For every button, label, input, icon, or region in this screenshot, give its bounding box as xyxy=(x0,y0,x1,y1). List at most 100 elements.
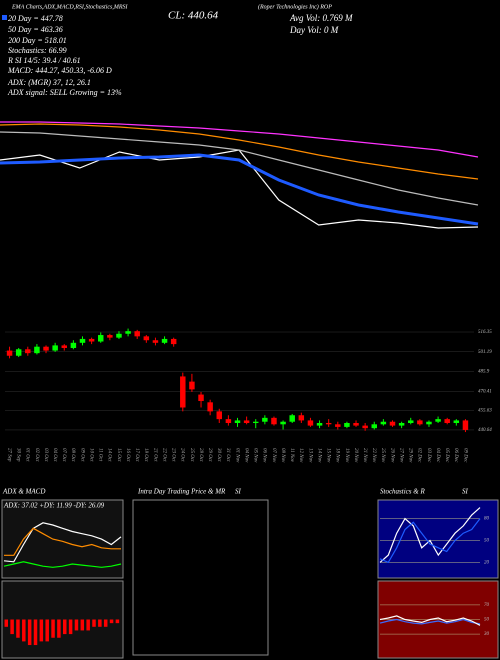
candle-body xyxy=(453,420,460,424)
info-text: (Roper Technologies Inc) ROP xyxy=(258,3,332,10)
x-tick-label: 10 Oct xyxy=(88,448,93,462)
x-tick-label: 06 Nov xyxy=(262,448,267,463)
x-tick-label: 09 Dec xyxy=(462,448,467,463)
histogram-bar xyxy=(80,619,85,631)
candle-body xyxy=(307,420,314,426)
x-tick-label: 24 Oct xyxy=(180,448,185,462)
histogram-bar xyxy=(109,619,114,624)
candle-body xyxy=(170,338,177,345)
x-tick-label: 01 Oct xyxy=(25,448,30,462)
candle-body xyxy=(398,423,405,426)
x-tick-label: 15 Nov xyxy=(326,448,331,463)
candle-body xyxy=(389,421,396,426)
x-tick-label: 08 Nov xyxy=(280,448,285,463)
candle-body xyxy=(88,338,95,342)
candle-body xyxy=(234,420,241,424)
histogram-bar xyxy=(92,619,96,627)
info-text: 50 Day = 463.36 xyxy=(8,25,63,34)
x-tick-label: 02 Oct xyxy=(34,448,39,462)
line-series xyxy=(0,121,479,158)
y-tick-label: 485.9 xyxy=(478,370,490,375)
candle-body xyxy=(98,335,104,342)
candle-body xyxy=(143,336,150,341)
info-text: ADX signal: SELL Growing = 13% xyxy=(7,88,122,97)
line-series xyxy=(379,618,481,625)
candle-body xyxy=(152,340,159,343)
x-tick-label: 11 Oct xyxy=(98,448,103,462)
line-series xyxy=(3,522,122,563)
histogram-bar xyxy=(68,619,73,635)
x-tick-label: 28 Oct xyxy=(198,448,203,462)
candle-body xyxy=(335,424,341,427)
x-tick-label: 04 Oct xyxy=(52,448,57,462)
y-tick-label: 516.35 xyxy=(478,330,492,335)
candle-body xyxy=(180,376,186,408)
x-tick-label: 11 Nov xyxy=(289,448,294,463)
x-tick-label: 31 Oct xyxy=(225,448,230,462)
candle-body xyxy=(462,420,469,430)
histogram-bar xyxy=(74,619,79,631)
y-tick-label: 440.64 xyxy=(478,428,492,433)
candle-body xyxy=(325,423,332,425)
y-tick-label: 70 xyxy=(484,603,490,608)
x-tick-label: 14 Nov xyxy=(316,448,321,463)
histogram-bar xyxy=(33,619,38,646)
candle-body xyxy=(6,350,13,356)
histogram-bar xyxy=(45,619,49,642)
x-tick-label: 09 Oct xyxy=(79,448,84,462)
line-series xyxy=(379,615,481,626)
candle-body xyxy=(134,331,140,337)
candle-body xyxy=(125,331,131,334)
candle-body xyxy=(25,349,31,354)
y-tick-label: 30 xyxy=(484,632,490,637)
line-series xyxy=(0,123,479,180)
histogram-bar xyxy=(115,619,120,624)
histogram-bar xyxy=(51,619,55,638)
x-tick-label: 06 Dec xyxy=(453,448,458,463)
x-tick-label: 20 Nov xyxy=(353,448,358,463)
x-tick-label: 23 Oct xyxy=(171,448,176,462)
x-tick-label: 03 Dec xyxy=(426,448,431,463)
histogram-bar xyxy=(86,619,90,631)
candle-body xyxy=(280,421,286,425)
x-tick-label: 18 Oct xyxy=(143,448,148,462)
candle-body xyxy=(225,419,232,424)
x-tick-label: 05 Nov xyxy=(253,448,258,463)
x-tick-label: 12 Nov xyxy=(298,448,303,463)
panel-title: Stochastics & R xyxy=(380,488,425,496)
panel-title: ADX & MACD xyxy=(2,488,45,496)
x-tick-label: 04 Nov xyxy=(243,448,248,463)
y-tick-label: 501.19 xyxy=(478,350,492,355)
y-tick-label: 455.63 xyxy=(478,409,492,414)
candle-body xyxy=(444,419,450,424)
line-series xyxy=(4,527,121,556)
info-text: Day Vol: 0 M xyxy=(289,25,339,35)
histogram-bar xyxy=(98,619,102,627)
histogram-bar xyxy=(16,619,20,638)
candle-body xyxy=(15,349,22,356)
intraday-panel xyxy=(132,499,269,656)
x-tick-label: 02 Dec xyxy=(417,448,422,463)
candle-body xyxy=(61,345,67,348)
line-series xyxy=(0,153,479,226)
x-tick-label: 18 Nov xyxy=(335,448,340,463)
y-tick-label: 470.41 xyxy=(478,390,492,395)
candle-body xyxy=(116,333,122,338)
x-tick-label: 16 Oct xyxy=(125,448,130,462)
x-tick-label: 22 Nov xyxy=(371,448,376,463)
candle-body xyxy=(43,346,49,351)
x-tick-label: 30 Oct xyxy=(216,448,221,462)
histogram-bar xyxy=(4,619,9,627)
x-tick-label: 25 Oct xyxy=(189,448,194,462)
candle-body xyxy=(262,417,268,422)
x-tick-label: 14 Oct xyxy=(107,448,112,462)
line-series xyxy=(0,131,479,206)
candle-body xyxy=(426,421,432,425)
x-tick-label: 27 Nov xyxy=(398,448,403,463)
candle-body xyxy=(408,420,414,424)
candle-body xyxy=(344,423,350,427)
candle-body xyxy=(107,335,113,338)
info-text: MACD: 444.27, 450.33, -6.06 D xyxy=(7,66,112,75)
x-tick-label: 08 Oct xyxy=(70,448,75,462)
info-text: CL: 440.64 xyxy=(168,10,219,22)
